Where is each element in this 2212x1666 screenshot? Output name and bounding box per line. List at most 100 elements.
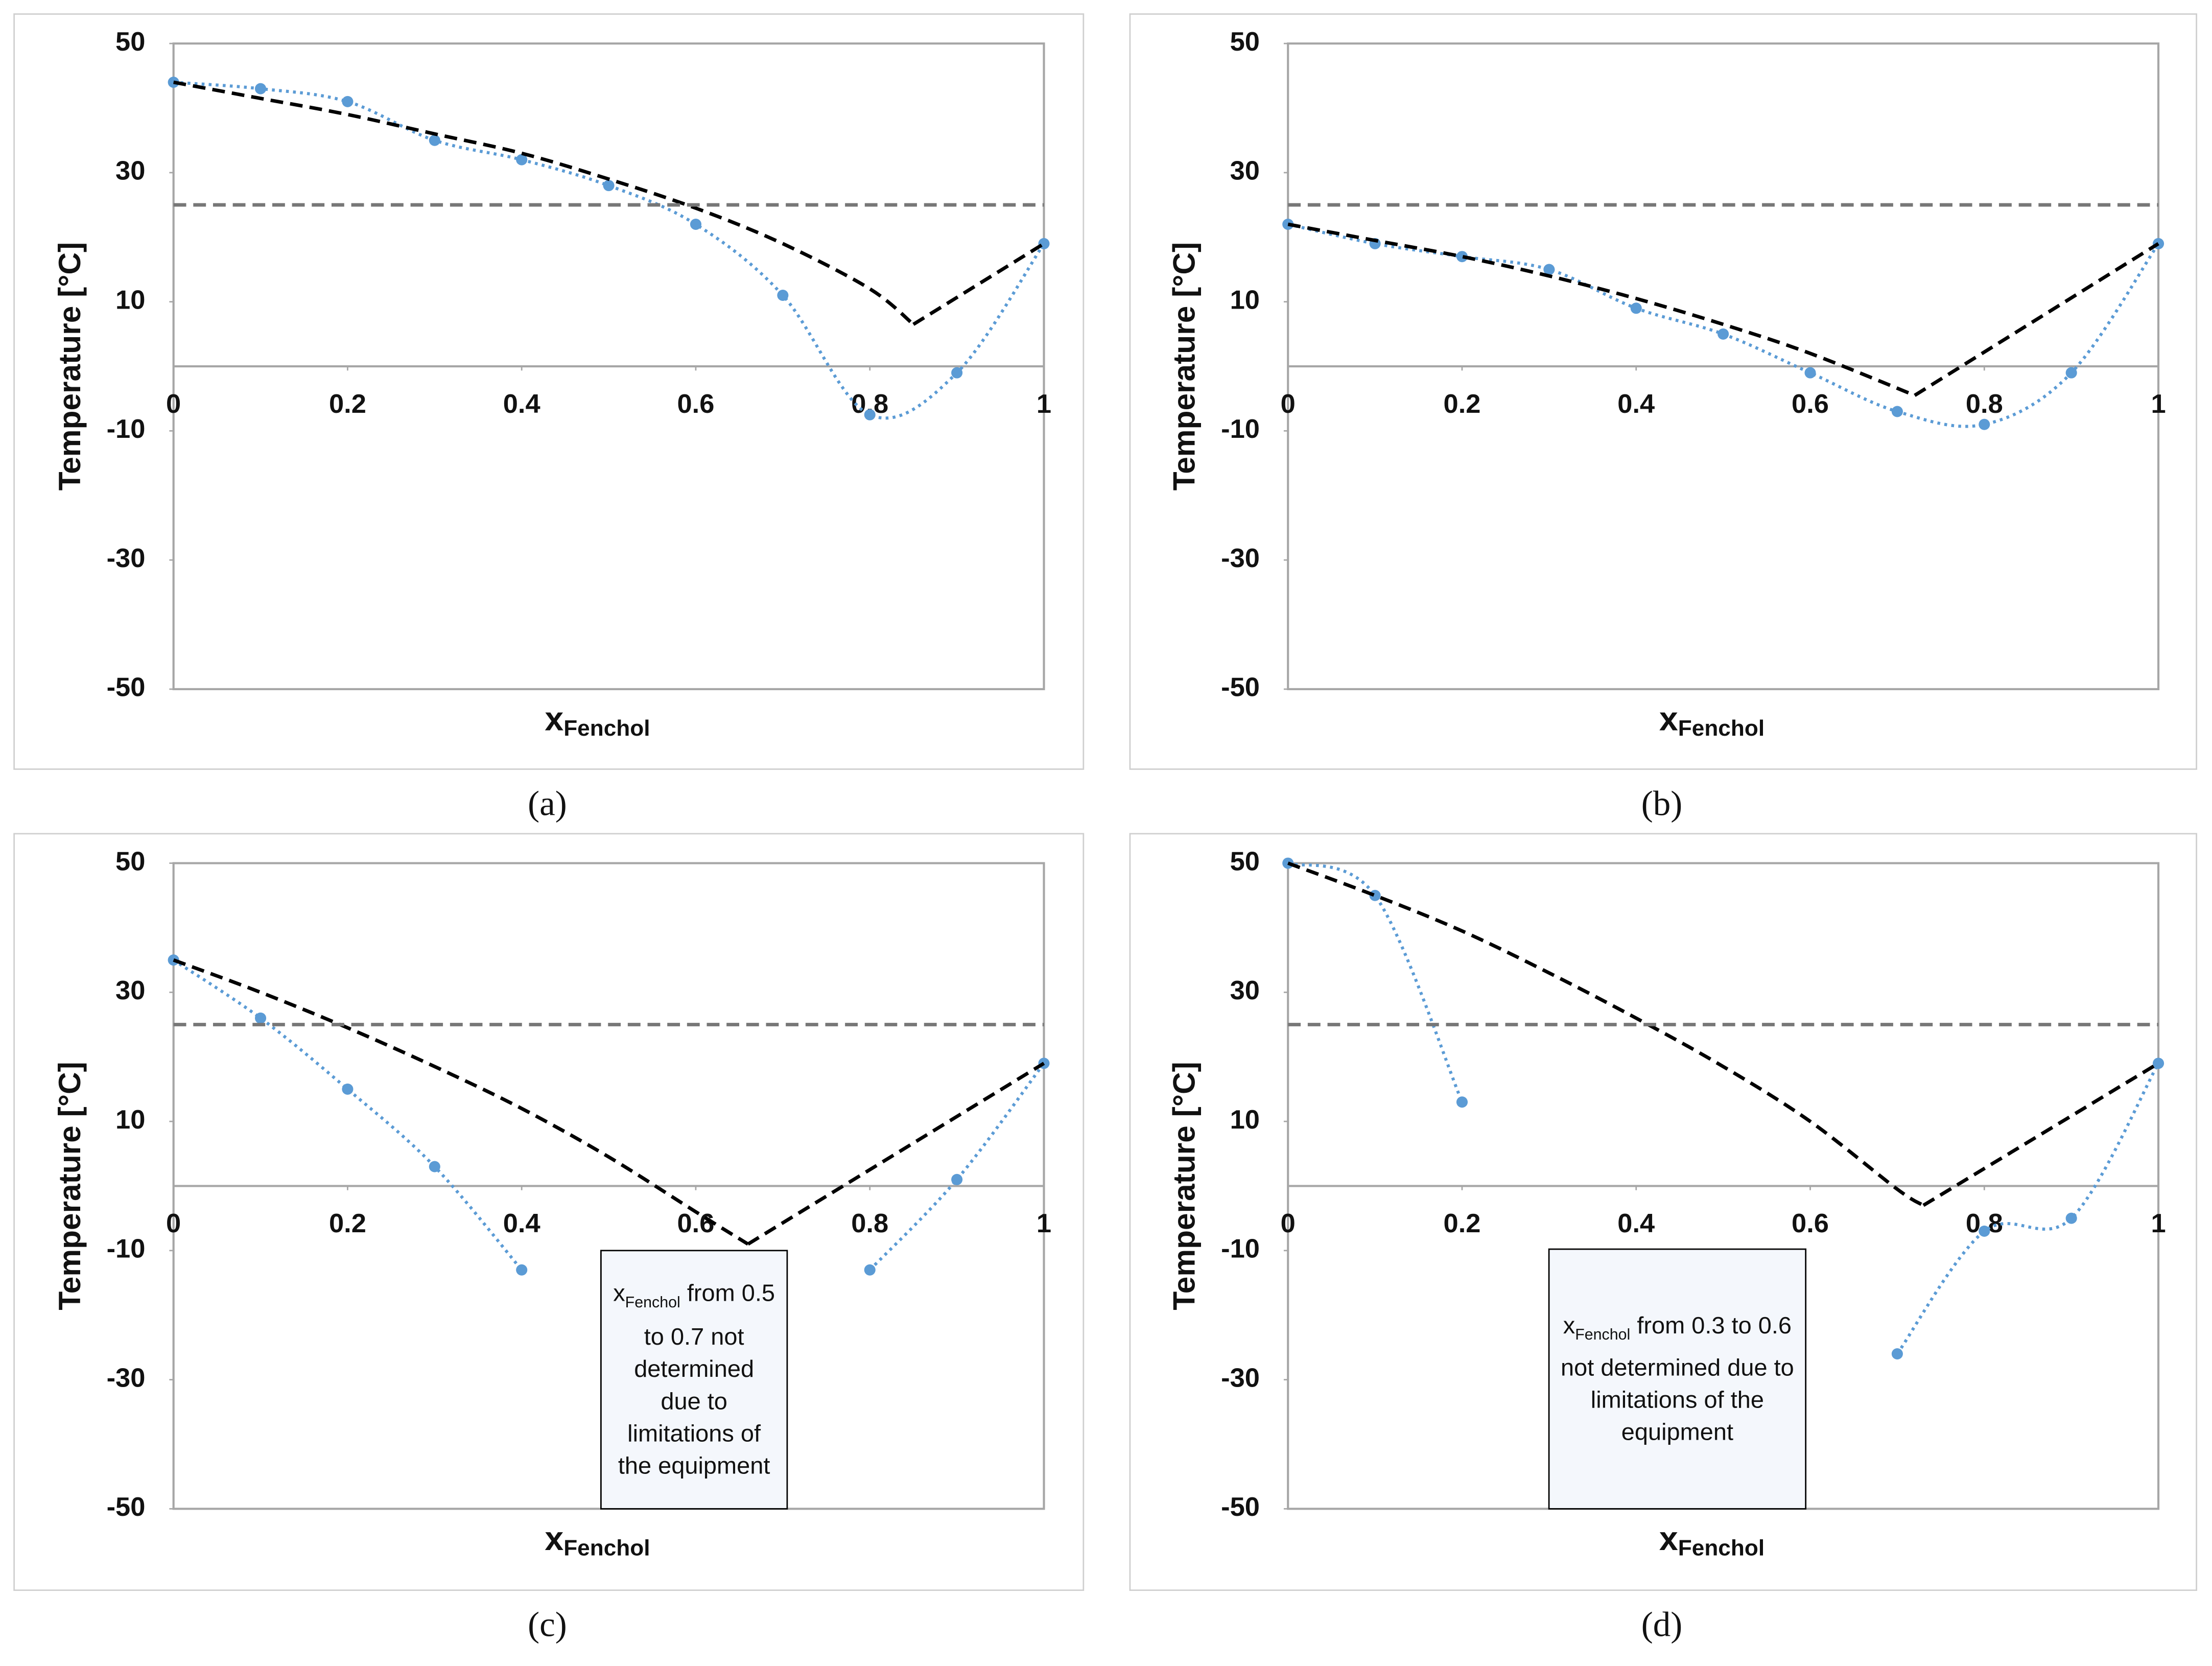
data-point [1456,1096,1468,1108]
y-axis-title: Temperature [°C] [1166,1062,1201,1310]
annotation-var: x [1563,1312,1575,1339]
data-point [429,1161,440,1172]
x-tick-label: 0.4 [503,389,540,419]
data-point [1891,406,1903,417]
dashed-line [1287,861,1924,1207]
panel-label: (a) [528,784,567,823]
y-tick-label: -30 [107,1363,146,1393]
x-tick-label: 0.6 [1792,389,1829,419]
data-point [1804,367,1816,379]
y-tick-label: 50 [1230,27,1260,57]
y-tick-label: -10 [107,414,146,444]
y-tick-label: -30 [107,544,146,573]
data-point [429,134,440,146]
x-tick-label: 0.6 [677,389,714,419]
y-tick-label: 30 [1230,156,1260,186]
x-tick-label: 0.2 [329,1209,366,1238]
annotation: xFenchol from 0.3 to 0.6 not determined … [1560,1309,1794,1449]
y-tick-label: -10 [107,1234,146,1264]
x-axis-title: x [545,1520,563,1558]
x-tick-label: 0 [166,389,181,419]
x-tick-label: 0 [166,1209,181,1238]
annotation-sub: Fenchol [625,1295,680,1312]
panel-frame [13,833,1085,1591]
data-point [1717,328,1729,340]
panel-frame [1129,833,2198,1591]
dashed-line [173,80,915,326]
annotation-text: from 0.3 to 0.6 not determined due to li… [1561,1312,1794,1446]
y-tick-label: 30 [115,976,145,1005]
data-point [1456,251,1468,263]
panel-label: (c) [528,1605,567,1644]
data-point [690,219,702,230]
data-point [1630,302,1642,314]
x-axis-title-subscript: Fenchol [563,1536,650,1561]
measured-line [1896,1062,2160,1355]
y-tick-label: 30 [1230,976,1260,1005]
x-tick-label: 0.8 [1966,389,2003,419]
y-axis-title: Temperature [°C] [1166,242,1201,490]
y-tick-label: -50 [1221,673,1260,702]
dashed-line [1287,222,1916,397]
annotation-var: x [613,1280,625,1307]
y-tick-label: 50 [1230,847,1260,876]
x-tick-label: 0.8 [851,1209,888,1238]
x-axis-title: x [1659,700,1678,738]
data-point [864,409,876,420]
y-tick-label: -10 [1221,1234,1260,1264]
annotation: xFenchol from 0.5 to 0.7 not determined … [601,1251,787,1509]
data-point [254,83,267,95]
dashed-line [1922,1062,2159,1207]
y-tick-label: 10 [115,286,145,315]
y-tick-label: 10 [1230,1105,1260,1135]
x-axis-title-subscript: Fenchol [1678,1536,1764,1561]
x-tick-label: 0.2 [1444,389,1481,419]
x-tick-label: 0.2 [329,389,366,419]
x-tick-label: 1 [1037,1209,1051,1238]
x-axis-title: x [545,700,563,738]
y-tick-label: 10 [115,1105,145,1135]
data-point [1979,1225,1990,1237]
annotation-text: from 0.5 to 0.7 not determined due to li… [618,1280,775,1479]
data-point [1543,264,1555,275]
dashed-line [912,242,1045,326]
y-tick-label: 30 [115,156,145,186]
x-tick-label: 0.4 [503,1209,540,1238]
data-point [342,1083,354,1095]
y-tick-label: -10 [1221,414,1260,444]
y-tick-label: 10 [1230,286,1260,315]
x-tick-label: 1 [2151,389,2166,419]
data-point [951,1174,963,1185]
y-axis-title: Temperature [°C] [52,1062,87,1310]
y-tick-label: -30 [1221,1363,1260,1393]
annotation-box [1548,1248,1807,1510]
data-point [516,1264,528,1276]
y-tick-label: -30 [1221,544,1260,573]
annotation-content: xFenchol from 0.3 to 0.6 not determined … [1560,1309,1794,1449]
measured-line [868,1062,1045,1271]
data-point [2065,1212,2077,1224]
data-point [516,154,528,166]
x-axis-title: x [1659,1520,1678,1558]
x-tick-label: 1 [1037,389,1051,419]
x-tick-label: 0 [1281,1209,1296,1238]
x-tick-label: 0.4 [1617,389,1655,419]
data-point [254,1012,267,1024]
x-axis-title-subscript: Fenchol [563,716,650,741]
x-tick-label: 1 [2151,1209,2166,1238]
panel-frame [1129,13,2198,770]
data-point [1979,418,1990,430]
annotation-content: xFenchol from 0.5 to 0.7 not determined … [612,1278,775,1482]
data-point [342,96,354,107]
panel-label: (d) [1641,1605,1682,1644]
data-point [2065,367,2077,379]
dashed-line [747,1062,1045,1246]
data-point [2153,1058,2164,1069]
data-point [777,290,789,301]
x-axis-title-subscript: Fenchol [1678,716,1764,741]
annotation-text: xFenchol from 0.5 to 0.7 not determined … [601,1251,787,1509]
dashed-line [173,958,749,1246]
y-tick-label: -50 [1221,1492,1260,1522]
data-point [603,180,615,192]
